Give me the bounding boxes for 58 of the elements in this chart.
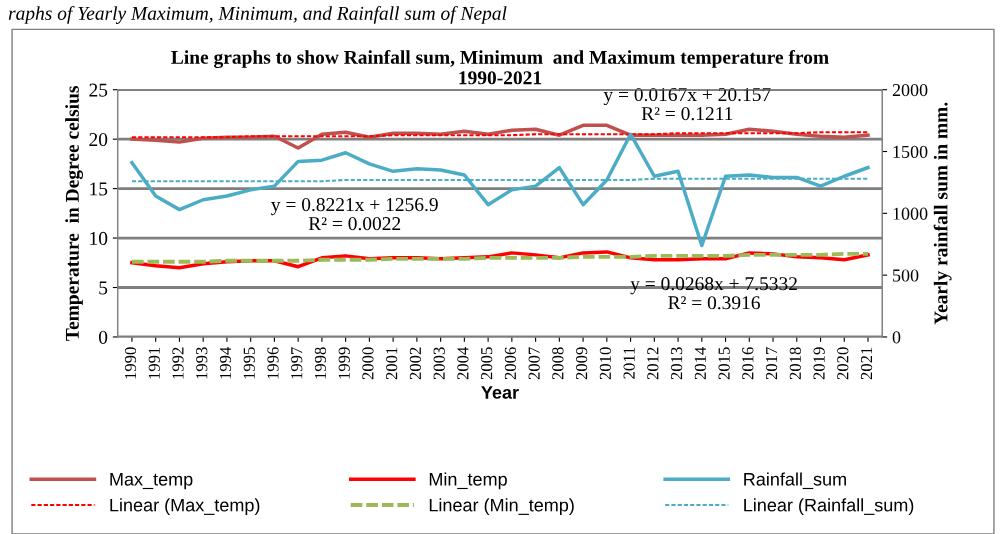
- x-tick-label: 2011: [623, 347, 635, 379]
- x-tick-label: 2020: [837, 347, 849, 380]
- x-tick-label: 2005: [481, 347, 493, 380]
- line-series: [130, 132, 870, 248]
- x-tick-label: 1998: [314, 347, 327, 379]
- x-tick-label: 2001: [386, 347, 398, 380]
- legend-label: Linear (Rainfall_sum): [744, 498, 914, 516]
- x-tick-label: 2014: [694, 346, 706, 380]
- x-tick-label: 2009: [576, 347, 588, 380]
- x-tick-label: 2003: [433, 347, 445, 380]
- x-tick-label: 2012: [647, 347, 659, 380]
- legend-label: Max_temp: [110, 473, 193, 490]
- y2-tick-label: 0: [892, 331, 901, 344]
- x-tick-label: 1990: [124, 347, 137, 379]
- x-tick-label: 1997: [291, 347, 303, 379]
- x-tick-label: 1995: [243, 347, 255, 379]
- x-tick-label: 2021: [860, 347, 873, 380]
- x-tick-label: 1993: [196, 347, 208, 379]
- x-tick-label: 1996: [267, 347, 279, 379]
- annotation: y = 0.8221x + 1256.9 R² = 0.0022: [271, 198, 438, 231]
- line-series: [130, 251, 870, 264]
- legend-label: Linear (Max_temp): [110, 498, 260, 516]
- x-tick-label: 2010: [599, 347, 611, 380]
- x-tick-label: 2008: [552, 347, 564, 380]
- x-tick-label: 2006: [504, 347, 517, 380]
- annotation: y = 0.0268x + 7.5332 R² = 0.3916: [630, 277, 797, 310]
- y-tick-label: 0: [99, 330, 108, 344]
- x-tick-label: 2004: [457, 346, 469, 380]
- x-tick-label: 2018: [789, 347, 801, 380]
- text: raphs of Yearly Maximum, Minimum, and Rainfall sum of Nepal: [8, 6, 507, 24]
- x-axis-title: Year: [481, 386, 519, 399]
- y-tick-label: 10: [90, 231, 108, 245]
- x-tick-label: 1999: [338, 347, 350, 379]
- y2-tick-label: 1500: [893, 145, 928, 158]
- x-tick-label: 2019: [813, 347, 825, 380]
- x-tick-label: 1994: [219, 346, 232, 379]
- y-tick-label: 20: [89, 132, 108, 147]
- y-tick-label: 25: [89, 83, 108, 97]
- y2-axis-title: Yearly rainfall sum in mm.: [933, 102, 952, 325]
- y-tick-label: 15: [90, 182, 108, 196]
- x-tick-label: 2015: [718, 347, 730, 380]
- x-tick-label: 2013: [670, 347, 683, 380]
- y-axis-title: Temperature in Degree celsius: [65, 85, 83, 341]
- annotation: y = 0.0167x + 20.157 R² = 0.1211: [603, 87, 771, 121]
- x-tick-label: 2007: [528, 347, 540, 380]
- y2-tick-label: 1000: [893, 207, 928, 220]
- y2-tick-label: 2000: [892, 83, 928, 97]
- x-tick-label: 1991: [148, 347, 160, 379]
- x-tick-label: 2017: [765, 347, 778, 380]
- legend-label: Rainfall_sum: [744, 472, 846, 490]
- y-tick-label: 5: [99, 281, 108, 295]
- x-tick-label: 2002: [409, 347, 422, 380]
- y2-tick-label: 500: [893, 269, 919, 282]
- legend-label: Min_temp: [429, 472, 507, 490]
- x-tick-label: 2000: [362, 347, 374, 380]
- x-tick-label: 1992: [172, 347, 184, 379]
- legend-label: Linear (Min_temp): [429, 498, 574, 516]
- x-tick-label: 2016: [742, 347, 754, 380]
